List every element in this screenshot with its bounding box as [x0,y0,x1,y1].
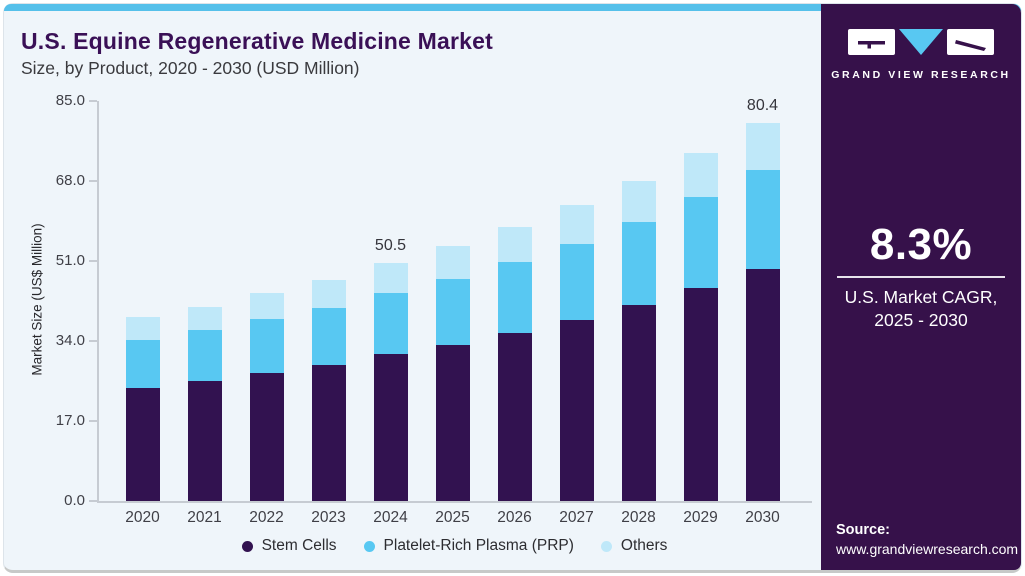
page-title: U.S. Equine Regenerative Medicine Market [21,28,493,54]
bar-segment-2025-platelet-rich-plasma-prp [435,278,470,346]
grand-view-research-logo-icon [848,29,994,55]
y-axis-tick [89,260,97,262]
bar-segment-2027-platelet-rich-plasma-prp [559,243,594,321]
cagr-caption-line2: 2025 - 2030 [874,310,968,330]
bar-segment-2030-platelet-rich-plasma-prp [745,169,780,269]
legend-item-others: Others [600,537,668,555]
y-axis-tick-label: 0.0 [64,492,85,509]
bar-segment-2030-stem-cells [745,268,780,501]
y-axis-tick [89,180,97,182]
x-axis-tick-label-2027: 2027 [559,509,594,526]
x-axis-tick-label-2028: 2028 [621,509,656,526]
y-axis-tick-label: 17.0 [55,412,85,429]
y-axis-tick-label: 34.0 [55,332,85,349]
x-axis-tick-label-2025: 2025 [435,509,470,526]
bar-segment-2028-others [621,180,656,222]
x-axis-tick-label-2022: 2022 [249,509,284,526]
bar-segment-2027-stem-cells [559,320,594,501]
bar-segment-2022-others [249,293,284,320]
y-axis-tick-label: 51.0 [55,252,85,269]
bar-segment-2029-stem-cells [683,288,718,501]
bar-segment-2026-others [497,227,532,262]
bar-segment-2025-stem-cells [435,345,470,501]
cagr-caption-line1: U.S. Market CAGR, [844,287,998,307]
y-axis-tick [89,100,97,102]
legend-dot-icon [600,540,612,552]
bar-segment-2022-stem-cells [249,373,284,501]
bar-segment-2024-others [373,263,408,293]
y-axis-tick-label: 68.0 [55,172,85,189]
bar-segment-2030-others [745,122,780,170]
source-block: Source: www.grandviewresearch.com [836,522,1018,557]
x-axis-tick-label-2020: 2020 [125,509,160,526]
chart-card: U.S. Equine Regenerative Medicine Market… [3,3,1022,573]
cagr-divider [837,276,1005,278]
y-axis-tick-label: 85.0 [55,92,85,109]
bar-segment-2021-others [187,306,222,331]
bar-segment-2023-others [311,279,346,308]
legend-dot-icon [363,540,375,552]
bar-segment-2023-stem-cells [311,365,346,501]
logo-wordmark: GRAND VIEW RESEARCH [831,69,1011,81]
legend-item-stem-cells: Stem Cells [241,537,337,555]
x-axis-tick-label-2029: 2029 [683,509,718,526]
source-label: Source: [836,522,890,538]
cagr-value: 8.3% [869,220,973,269]
chart-legend: Stem Cells Platelet-Rich Plasma (PRP) Othe… [97,535,812,557]
bar-segment-2024-stem-cells [373,354,408,501]
y-axis-tick [89,420,97,422]
y-axis-title: Market Size (US$ Million) [29,223,45,376]
bar-segment-2027-others [559,205,594,244]
legend-label: Platelet-Rich Plasma (PRP) [383,537,574,554]
bar-segment-2028-stem-cells [621,305,656,501]
legend-dot-icon [241,540,253,552]
bar-segment-2024-platelet-rich-plasma-prp [373,292,408,355]
bar-segment-2025-others [435,246,470,279]
y-axis-tick [89,340,97,342]
bar-segment-2029-platelet-rich-plasma-prp [683,197,718,289]
logo-block: GRAND VIEW RESEARCH [821,29,1021,81]
bar-segment-2022-platelet-rich-plasma-prp [249,319,284,374]
cagr-block: 8.3% U.S. Market CAGR, 2025 - 2030 [821,220,1021,332]
x-axis-line [97,501,812,503]
bar-segment-2020-stem-cells [125,388,160,501]
legend-label: Stem Cells [261,537,337,554]
x-axis-tick-label-2021: 2021 [187,509,222,526]
sidebar: GRAND VIEW RESEARCH 8.3% U.S. Market CAG… [821,4,1021,570]
bar-segment-2020-others [125,317,160,341]
bar-segment-2028-platelet-rich-plasma-prp [621,221,656,306]
x-axis-tick-label-2024: 2024 [373,509,408,526]
x-axis-tick-label-2026: 2026 [497,509,532,526]
bar-segment-2021-platelet-rich-plasma-prp [187,330,222,382]
bar-segment-2021-stem-cells [187,381,222,501]
source-url: www.grandviewresearch.com [836,541,1019,557]
bar-segment-2029-others [683,152,718,198]
x-axis-tick-label-2030: 2030 [745,509,780,526]
bar-segment-2026-stem-cells [497,333,532,501]
x-axis-tick-label-2023: 2023 [311,509,346,526]
bar-total-label-2024: 50.5 [374,237,407,255]
y-axis-tick [89,500,97,502]
bar-segment-2026-platelet-rich-plasma-prp [497,261,532,333]
card-accent-strip [4,4,1021,11]
bar-segment-2020-platelet-rich-plasma-prp [125,340,160,389]
bar-total-label-2030: 80.4 [746,96,779,114]
legend-item-platelet-rich-plasma-prp: Platelet-Rich Plasma (PRP) [363,537,574,555]
legend-label: Others [620,537,668,554]
page-subtitle: Size, by Product, 2020 - 2030 (USD Milli… [21,58,360,78]
bar-segment-2023-platelet-rich-plasma-prp [311,307,346,365]
y-axis-line [97,101,99,502]
